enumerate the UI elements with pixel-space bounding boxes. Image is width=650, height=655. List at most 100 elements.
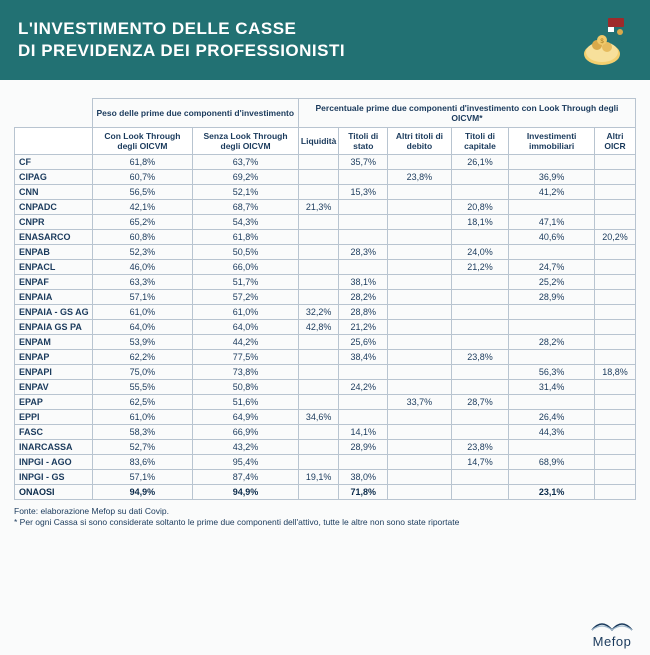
cell — [451, 410, 509, 425]
group-header-2: Percentuale prime due componenti d'inves… — [298, 99, 635, 128]
row-name: INPGI - GS — [15, 470, 93, 485]
table-group-header-row: Peso delle prime due componenti d'invest… — [15, 99, 636, 128]
cell — [594, 185, 635, 200]
cell — [298, 485, 338, 500]
cell: 50,8% — [193, 380, 299, 395]
cell — [451, 305, 509, 320]
cell: 87,4% — [193, 470, 299, 485]
cell: 64,0% — [193, 320, 299, 335]
cell: 66,0% — [193, 260, 299, 275]
cell — [451, 230, 509, 245]
table-row: INARCASSA52,7%43,2%28,9%23,8% — [15, 440, 636, 455]
cell: 52,7% — [92, 440, 193, 455]
cell — [594, 305, 635, 320]
cell — [451, 320, 509, 335]
cell — [388, 200, 451, 215]
table-row: ENPAIA - GS AG61,0%61,0%32,2%28,8% — [15, 305, 636, 320]
cell: 26,4% — [509, 410, 595, 425]
cell — [388, 410, 451, 425]
cell — [594, 275, 635, 290]
cell — [298, 260, 338, 275]
footnote: Fonte: elaborazione Mefop su dati Covip.… — [14, 506, 636, 528]
cell — [388, 485, 451, 500]
cell: 60,8% — [92, 230, 193, 245]
cell: 62,2% — [92, 350, 193, 365]
cell: 69,2% — [193, 170, 299, 185]
cell — [339, 395, 388, 410]
content-area: Peso delle prime due componenti d'invest… — [0, 80, 650, 534]
table-sub-header-row: Con Look Through degli OICVM Senza Look … — [15, 128, 636, 155]
cell — [451, 290, 509, 305]
cell: 32,2% — [298, 305, 338, 320]
row-name: ENPAIA — [15, 290, 93, 305]
row-name: CNPADC — [15, 200, 93, 215]
cell: 18,1% — [451, 215, 509, 230]
cell: 21,2% — [339, 320, 388, 335]
cell: 44,3% — [509, 425, 595, 440]
piggy-bank-icon: $ — [572, 10, 632, 70]
table-row: ENPAV55,5%50,8%24,2%31,4% — [15, 380, 636, 395]
cell: 21,3% — [298, 200, 338, 215]
cell — [594, 350, 635, 365]
cell — [298, 275, 338, 290]
col-header: Liquidità — [298, 128, 338, 155]
cell: 50,5% — [193, 245, 299, 260]
cell — [594, 395, 635, 410]
cell — [594, 485, 635, 500]
cell: 23,8% — [388, 170, 451, 185]
cell — [388, 260, 451, 275]
cell: 64,0% — [92, 320, 193, 335]
cell: 62,5% — [92, 395, 193, 410]
cell — [339, 215, 388, 230]
cell: 43,2% — [193, 440, 299, 455]
cell: 66,9% — [193, 425, 299, 440]
cell — [388, 230, 451, 245]
cell: 38,0% — [339, 470, 388, 485]
data-table: Peso delle prime due componenti d'invest… — [14, 98, 636, 500]
cell: 42,8% — [298, 320, 338, 335]
table-row: ENPAM53,9%44,2%25,6%28,2% — [15, 335, 636, 350]
cell — [451, 425, 509, 440]
cell — [339, 260, 388, 275]
cell — [594, 320, 635, 335]
cell — [388, 290, 451, 305]
table-row: ENPAP62,2%77,5%38,4%23,8% — [15, 350, 636, 365]
cell — [388, 305, 451, 320]
group-header-1: Peso delle prime due componenti d'invest… — [92, 99, 298, 128]
cell — [298, 425, 338, 440]
title-block: L'INVESTIMENTO DELLE CASSE DI PREVIDENZA… — [18, 18, 345, 62]
cell: 94,9% — [92, 485, 193, 500]
row-name: CNN — [15, 185, 93, 200]
cell: 40,6% — [509, 230, 595, 245]
row-name: ENPAIA GS PA — [15, 320, 93, 335]
cell — [339, 410, 388, 425]
cell: 61,8% — [193, 230, 299, 245]
cell — [594, 260, 635, 275]
cell — [298, 245, 338, 260]
cell — [339, 230, 388, 245]
cell: 24,2% — [339, 380, 388, 395]
cell: 83,6% — [92, 455, 193, 470]
cell: 77,5% — [193, 350, 299, 365]
table-row: ENPAIA57,1%57,2%28,2%28,9% — [15, 290, 636, 305]
row-name: CNPR — [15, 215, 93, 230]
cell: 38,4% — [339, 350, 388, 365]
cell: 24,0% — [451, 245, 509, 260]
cell: 56,5% — [92, 185, 193, 200]
table-row: ENPAIA GS PA64,0%64,0%42,8%21,2% — [15, 320, 636, 335]
cell — [388, 185, 451, 200]
cell: 94,9% — [193, 485, 299, 500]
table-row: ENPAF63,3%51,7%38,1%25,2% — [15, 275, 636, 290]
table-row: EPAP62,5%51,6%33,7%28,7% — [15, 395, 636, 410]
cell: 25,2% — [509, 275, 595, 290]
cell: 68,9% — [509, 455, 595, 470]
cell: 57,1% — [92, 290, 193, 305]
cell — [388, 455, 451, 470]
cell — [388, 335, 451, 350]
cell — [388, 470, 451, 485]
cell: 63,7% — [193, 155, 299, 170]
cell — [594, 470, 635, 485]
cell — [451, 170, 509, 185]
cell: 61,0% — [193, 305, 299, 320]
cell: 58,3% — [92, 425, 193, 440]
